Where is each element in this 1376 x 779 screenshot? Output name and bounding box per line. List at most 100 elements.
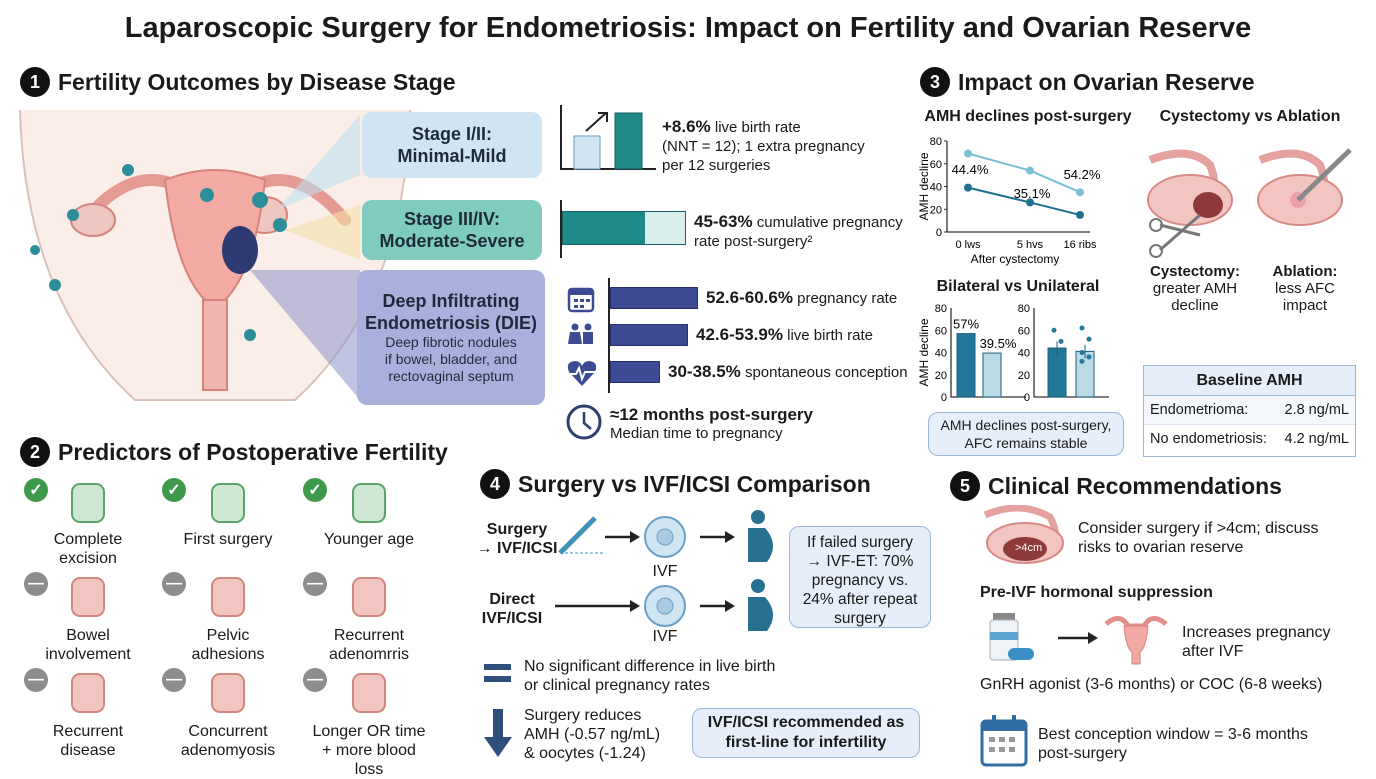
reduce-text: Surgery reduces AMH (-0.57 ng/mL) & oocy… — [524, 707, 661, 762]
data-point — [1079, 325, 1085, 331]
bar-label: 57% — [953, 317, 979, 332]
y-tick-label: 40 — [1018, 348, 1030, 360]
die-stat-bar — [610, 361, 660, 383]
ablation-label: Ablation: — [1272, 263, 1338, 280]
stat-text: pregnancy rate — [792, 290, 898, 307]
data-point — [1026, 198, 1034, 207]
live-birth-bar-icon — [560, 105, 656, 170]
data-point — [1058, 338, 1064, 344]
check-icon: ✓ — [24, 478, 48, 502]
data-point — [1079, 350, 1085, 355]
predictor-illustration-icon — [352, 483, 386, 523]
bar-chart-title: Bilateral vs Unilateral — [936, 278, 1100, 295]
stage-label: Stage I/II: — [411, 124, 492, 144]
y-tick-label: 0 — [1024, 392, 1030, 404]
predictor-illustration-icon — [71, 577, 105, 617]
data-point — [1076, 188, 1084, 197]
predictor-illustration-icon — [352, 577, 386, 617]
ivf-label: IVF — [652, 563, 678, 580]
predictor-item: Complete excision — [53, 531, 123, 567]
cyst-size-label: >4cm — [1015, 542, 1043, 554]
data-point — [1076, 210, 1084, 219]
uterus-illustration — [19, 109, 411, 401]
die-stat: 52.6-60.6% pregnancy rate — [706, 288, 897, 308]
predictor-illustration-icon — [352, 673, 386, 713]
stat-text: live birth rate — [710, 119, 801, 136]
minus-icon: — — [162, 668, 186, 692]
data-point — [1026, 166, 1034, 175]
data-point — [964, 183, 972, 192]
cumulative-bar — [562, 211, 686, 245]
cystectomy-text: Cystectomy: greater AMH decline — [1140, 263, 1250, 314]
increase-text: Increases pregnancy after IVF — [1182, 624, 1331, 660]
stat-text: per 12 surgeries — [662, 157, 771, 174]
predictor-illustration-icon — [211, 577, 245, 617]
baseline-amh-table: Baseline AMH Endometrioma: 2.8 ng/mL No en… — [1143, 365, 1356, 457]
ablation-text: Ablation: less AFC impact — [1255, 263, 1355, 314]
die-desc: if bowel, bladder, and — [384, 351, 518, 367]
section-1-header: 1 Fertility Outcomes by Disease Stage — [20, 67, 456, 97]
y-tick-label: 80 — [1018, 303, 1030, 315]
data-label: 35.1% — [1014, 186, 1051, 201]
stage-label: Minimal-Mild — [397, 146, 507, 166]
bar-axes — [1033, 308, 1109, 398]
heartbeat-icon — [567, 361, 597, 386]
y-tick-label: 40 — [930, 182, 942, 194]
y-tick-label: 20 — [930, 204, 942, 216]
cystectomy-ablation-illustration — [1147, 148, 1352, 258]
y-tick-label: 80 — [935, 303, 947, 315]
predictor-item: Longer OR time + more blood loss — [312, 723, 426, 778]
data-point — [1058, 356, 1064, 362]
data-label: 44.4% — [952, 162, 989, 177]
cumulative-bar-fill — [563, 212, 645, 244]
section-title: Fertility Outcomes by Disease Stage — [58, 68, 456, 95]
scalpel-icon — [558, 516, 605, 555]
row-label: No endometriosis: — [1150, 431, 1267, 447]
bar — [1047, 347, 1067, 398]
stat-value: +8.6% — [662, 117, 711, 136]
embryo-icon — [644, 585, 686, 627]
minus-icon: — — [162, 572, 186, 596]
section-number: 1 — [20, 67, 50, 97]
predictor-illustration-icon — [211, 673, 245, 713]
bar — [982, 352, 1002, 398]
stat-text: live birth rate — [782, 327, 873, 344]
y-tick-label: 20 — [1018, 370, 1030, 382]
stage-label: Moderate-Severe — [379, 231, 525, 251]
label-line: IVF/ICSI — [481, 610, 543, 627]
minus-icon: — — [303, 668, 327, 692]
section-3-header: 3 Impact on Ovarian Reserve — [920, 67, 1255, 97]
die-desc: rectovaginal septum — [388, 368, 514, 384]
data-label: 54.2% — [1064, 167, 1101, 182]
direct-path-label: Direct IVF/ICSI — [472, 590, 552, 628]
y-tick-label: 0 — [941, 392, 947, 404]
section-title: Surgery vs IVF/ICSI Comparison — [518, 470, 871, 497]
stage-1-2-box: Stage I/II: Minimal-Mild — [362, 112, 542, 178]
page-title: Laparoscopic Surgery for Endometriosis: … — [124, 12, 1252, 44]
y-tick-label: 0 — [936, 227, 942, 239]
table-row: Endometrioma: 2.8 ng/mL — [1144, 396, 1355, 425]
couple-icon — [568, 323, 593, 344]
table-header: Baseline AMH — [1144, 366, 1355, 396]
y-axis-label: AMH decline — [917, 152, 931, 220]
predictor-item: Recurrent adenomrris — [328, 627, 410, 663]
cystectomy-desc: greater AMH decline — [1152, 280, 1238, 314]
minus-icon: — — [24, 572, 48, 596]
y-tick-label: 20 — [935, 370, 947, 382]
predictor-item: First surgery — [183, 531, 273, 548]
data-point — [1086, 336, 1092, 342]
embryo-icon — [644, 516, 686, 558]
stat-text: rate post-surgery² — [694, 233, 813, 250]
y-tick-label: 60 — [930, 159, 942, 171]
stage-label: Stage III/IV: — [403, 209, 501, 229]
x-tick-label: 5 hvs — [1017, 239, 1044, 251]
recommendation-box: IVF/ICSI recommended as first-line for i… — [692, 708, 920, 758]
predictor-item: Concurrent adenomyosis — [180, 723, 276, 759]
stat-text: cumulative pregnancy — [752, 214, 903, 231]
stat-value: 30-38.5% — [668, 362, 741, 381]
stat-value: ≈12 months post-surgery — [610, 405, 813, 424]
y-axis-label: AMH decline — [917, 318, 931, 386]
window-text: Best conception window = 3-6 months post… — [1038, 726, 1308, 762]
equal-icon — [484, 664, 511, 682]
